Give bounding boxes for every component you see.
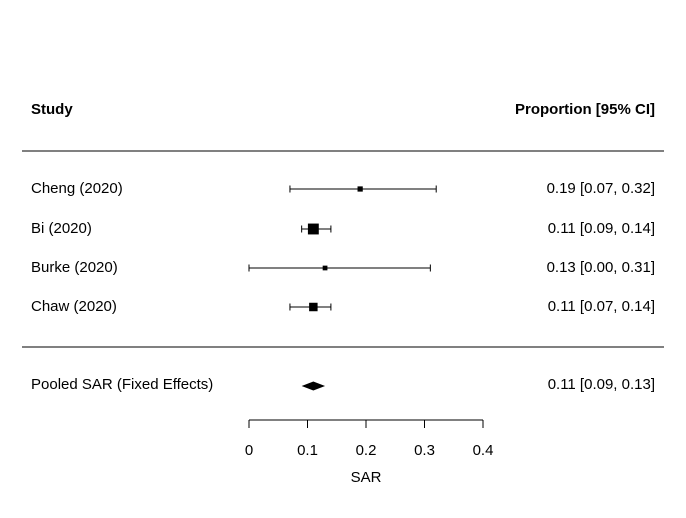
- x-tick-label: 0: [245, 442, 253, 459]
- pooled-label: Pooled SAR (Fixed Effects): [31, 376, 214, 393]
- study-column-header: Study: [31, 101, 73, 118]
- study-ci-text: 0.19 [0.07, 0.32]: [546, 180, 655, 197]
- x-tick-label: 0.4: [473, 442, 494, 459]
- study-ci-text: 0.11 [0.07, 0.14]: [547, 298, 655, 315]
- study-ci-text: 0.11 [0.09, 0.14]: [547, 220, 655, 237]
- point-estimate: [357, 186, 363, 192]
- pooled-diamond: [301, 381, 326, 391]
- point-estimate: [322, 265, 328, 271]
- point-estimate: [307, 223, 319, 235]
- study-label: Bi (2020): [31, 220, 92, 237]
- x-tick-label: 0.1: [297, 442, 318, 459]
- x-axis: 0 0.1 0.2 0.3 0.4: [245, 419, 494, 459]
- study-ci-text: 0.13 [0.00, 0.31]: [546, 259, 655, 276]
- study-label: Chaw (2020): [31, 298, 117, 315]
- point-estimate: [309, 302, 318, 312]
- pooled-ci-text: 0.11 [0.09, 0.13]: [547, 376, 655, 393]
- x-tick-label: 0.2: [356, 442, 377, 459]
- x-axis-label: SAR: [350, 469, 382, 486]
- proportion-column-header: Proportion [95% CI]: [514, 101, 655, 118]
- x-tick-label: 0.3: [414, 442, 435, 459]
- study-label: Burke (2020): [31, 259, 118, 276]
- study-label: Cheng (2020): [31, 180, 123, 197]
